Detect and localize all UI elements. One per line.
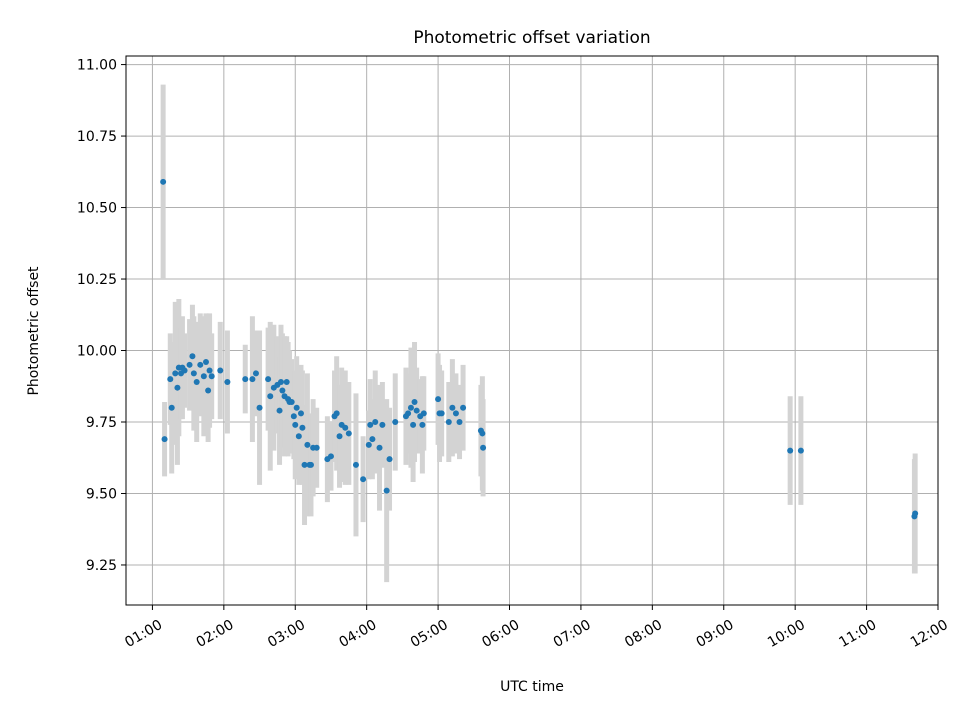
data-point xyxy=(202,358,209,365)
y-tick-label: 10.50 xyxy=(77,201,117,217)
data-point xyxy=(252,370,259,377)
data-point xyxy=(787,447,794,454)
data-point xyxy=(392,419,399,425)
data-point xyxy=(301,461,308,468)
data-point xyxy=(277,378,284,385)
x-axis-label: UTC time xyxy=(500,679,564,695)
y-tick-label: 9.50 xyxy=(86,486,117,502)
data-point xyxy=(186,361,193,368)
data-point xyxy=(160,178,167,185)
data-point xyxy=(438,410,445,417)
data-point xyxy=(288,398,295,405)
data-point xyxy=(342,424,349,431)
data-point xyxy=(336,433,343,440)
data-point xyxy=(313,444,320,451)
data-point xyxy=(379,421,386,428)
data-point xyxy=(208,373,215,380)
data-point xyxy=(419,421,426,428)
data-point xyxy=(304,441,311,448)
data-point xyxy=(333,410,340,417)
data-point xyxy=(479,430,486,437)
data-point xyxy=(386,456,393,463)
y-tick-label: 10.25 xyxy=(77,272,117,288)
data-point xyxy=(267,393,274,400)
data-point xyxy=(367,421,374,428)
data-point xyxy=(369,436,376,443)
data-point xyxy=(172,370,179,377)
data-point xyxy=(410,421,417,428)
data-point xyxy=(912,510,919,517)
data-point xyxy=(449,404,456,411)
data-point xyxy=(299,424,306,431)
x-gridlines xyxy=(151,56,939,605)
y-tick-label: 10.00 xyxy=(77,344,117,360)
y-tick-label: 11.00 xyxy=(77,58,117,74)
data-point xyxy=(206,367,213,374)
data-point xyxy=(295,433,302,440)
y-tick-label: 9.25 xyxy=(86,558,117,574)
data-point xyxy=(181,367,188,374)
data-point xyxy=(405,410,412,417)
data-point xyxy=(407,404,414,411)
data-point xyxy=(452,410,459,417)
data-point xyxy=(480,444,487,451)
y-tick-label: 9.75 xyxy=(86,415,117,431)
y-axis-label: Photometric offset xyxy=(26,266,42,396)
data-point xyxy=(290,413,297,420)
data-point xyxy=(292,421,299,428)
data-point xyxy=(456,419,463,425)
data-point xyxy=(174,384,181,391)
data-point xyxy=(365,441,372,448)
data-point xyxy=(242,376,249,383)
data-point xyxy=(205,387,212,394)
chart-title: Photometric offset variation xyxy=(413,28,650,48)
data-point xyxy=(217,367,224,374)
data-point xyxy=(297,410,304,417)
data-point xyxy=(193,378,200,385)
plot-area xyxy=(126,56,938,605)
data-point xyxy=(327,453,334,460)
y-axis-ticks: 9.25 9.50 9.75 10.00 10.25 10.50 10.75 11.00 xyxy=(77,58,126,574)
data-point xyxy=(352,461,359,468)
data-point xyxy=(189,353,196,360)
data-points xyxy=(160,178,919,520)
data-point xyxy=(276,407,283,414)
y-tick-label: 10.75 xyxy=(77,129,117,145)
data-point xyxy=(411,398,418,405)
data-point xyxy=(279,387,286,394)
data-point xyxy=(249,376,256,383)
data-point xyxy=(435,396,442,403)
data-point xyxy=(345,430,352,437)
data-point xyxy=(168,404,175,411)
data-point xyxy=(372,419,379,425)
data-point xyxy=(413,407,420,414)
data-point xyxy=(265,376,272,383)
data-point xyxy=(797,447,804,454)
data-point xyxy=(460,404,467,411)
plot-frame xyxy=(125,55,939,606)
data-point xyxy=(376,444,383,451)
data-point xyxy=(197,361,204,368)
data-point xyxy=(161,436,168,443)
data-point xyxy=(167,376,174,383)
data-point xyxy=(360,476,367,483)
data-point xyxy=(293,404,300,411)
data-point xyxy=(307,461,314,468)
data-point xyxy=(420,410,427,417)
data-point xyxy=(200,373,207,380)
data-point xyxy=(445,419,452,425)
data-point xyxy=(383,487,390,494)
data-point xyxy=(256,404,263,411)
data-point xyxy=(190,370,197,377)
data-point xyxy=(283,378,290,385)
data-point xyxy=(224,378,231,385)
